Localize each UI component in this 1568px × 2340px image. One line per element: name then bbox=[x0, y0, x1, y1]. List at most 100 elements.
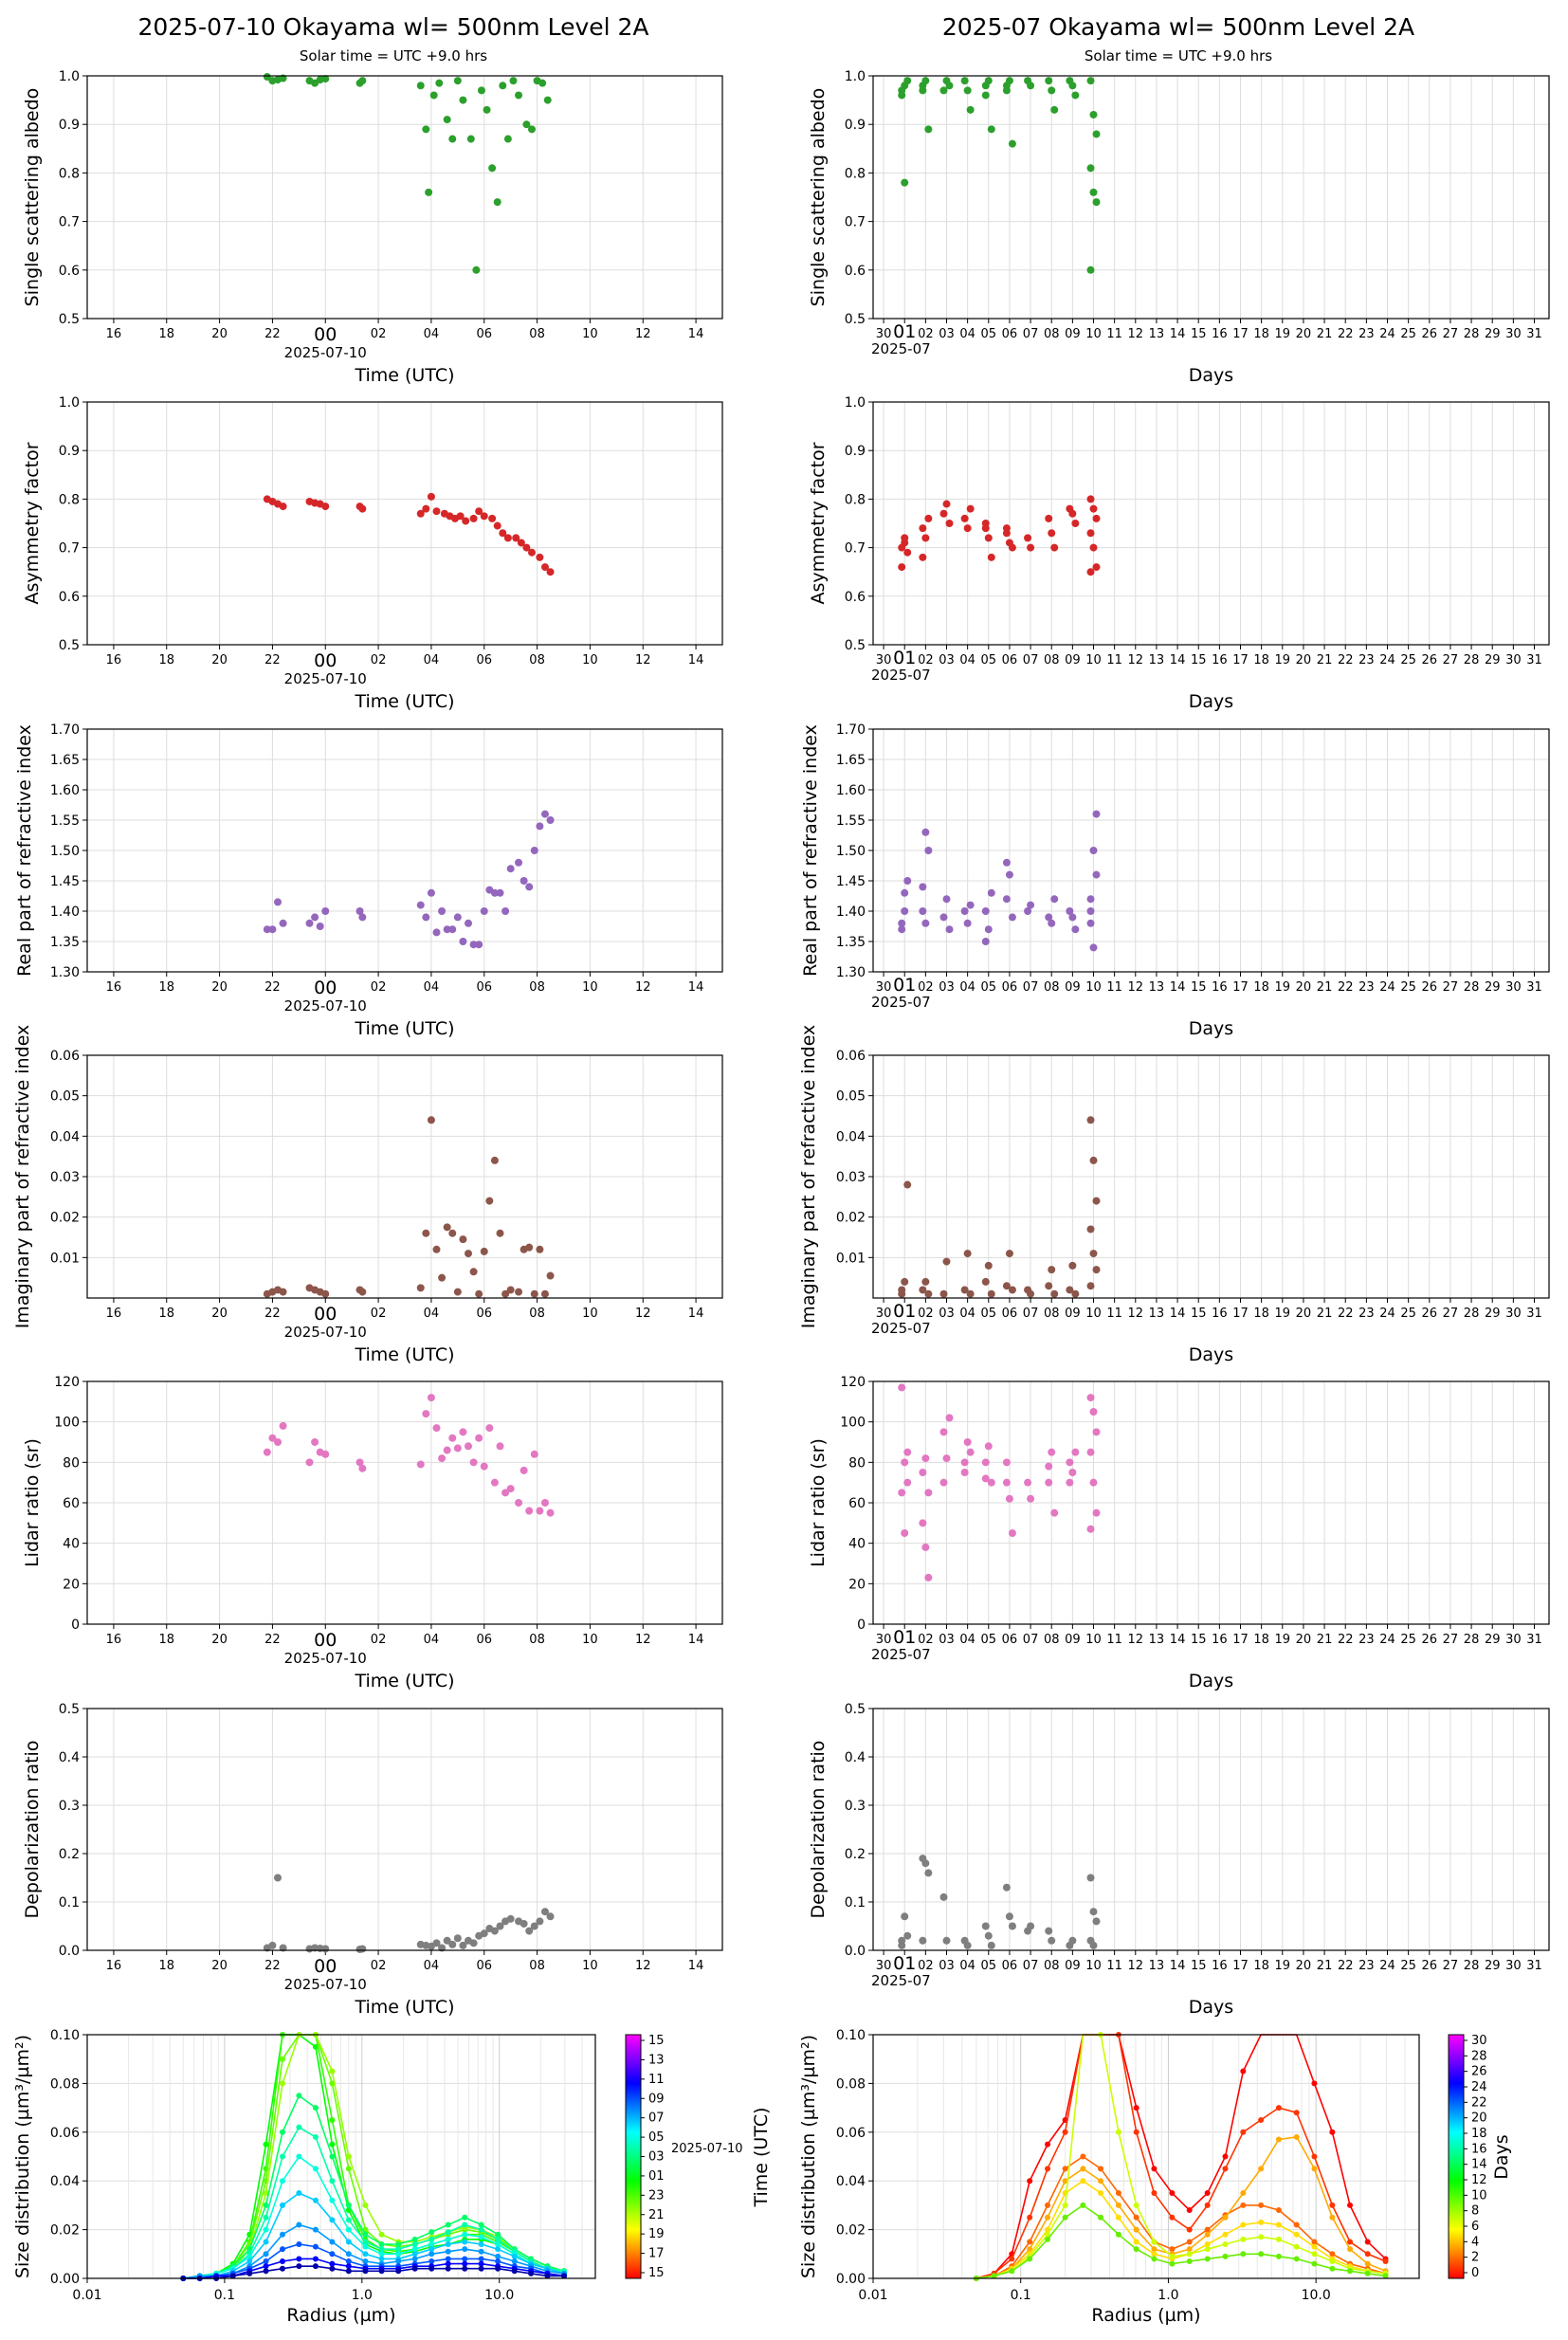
right-size-series-point bbox=[1258, 2116, 1265, 2123]
imag-point bbox=[443, 1223, 451, 1232]
lidar-monthly-point bbox=[1027, 1494, 1035, 1503]
left-size-series-point bbox=[329, 2068, 336, 2075]
right-asym-xlabel: Days bbox=[1189, 691, 1233, 712]
left-depol-xtick-label: 18 bbox=[158, 1959, 174, 1973]
left-size-series-point bbox=[378, 2268, 385, 2275]
depol-point bbox=[432, 1939, 441, 1947]
ssa-monthly-point bbox=[966, 105, 975, 114]
right-lidar-ytick-label: 20 bbox=[848, 1577, 866, 1592]
left-size-series-point bbox=[445, 2229, 451, 2236]
real-monthly-point bbox=[981, 907, 990, 915]
right-depol-xtick-label: 11 bbox=[1106, 1959, 1122, 1973]
left-asym-xtick-label: 20 bbox=[211, 653, 228, 667]
left-size-series-point bbox=[329, 2178, 336, 2185]
ssa-monthly-point bbox=[960, 77, 969, 85]
left-lidar-xtick-label: 00 bbox=[314, 1630, 337, 1651]
left-asym-date-label: 2025-07-10 bbox=[284, 670, 367, 687]
left-depol-ytick-label: 0.3 bbox=[59, 1799, 80, 1814]
right-size-series-point bbox=[1009, 2256, 1015, 2262]
asym-monthly-point bbox=[960, 514, 969, 522]
depol-point bbox=[506, 1914, 515, 1923]
left-real-xtick-label: 00 bbox=[314, 978, 337, 998]
left-size-series-point bbox=[428, 2258, 435, 2265]
asym-monthly-point bbox=[898, 563, 906, 572]
lidar-monthly-point bbox=[1086, 1394, 1095, 1402]
lidar-monthly-point bbox=[903, 1478, 912, 1487]
right-asym-ytick-label: 0.8 bbox=[845, 492, 866, 507]
left-size-series-point bbox=[263, 2268, 269, 2275]
right-size-series-point bbox=[1240, 2129, 1247, 2135]
left-colorbar-tick-label: 15 bbox=[648, 2034, 665, 2048]
left-depol-xtick-label: 20 bbox=[211, 1959, 228, 1973]
asym-monthly-point bbox=[1024, 534, 1032, 542]
right-ssa-xtick-label: 19 bbox=[1275, 327, 1291, 341]
right-asym-ytick-label: 0.5 bbox=[845, 638, 866, 653]
lidar-monthly-point bbox=[981, 1458, 990, 1467]
right-asym-xtick-label: 30 bbox=[876, 653, 892, 667]
right-real-xtick-label: 03 bbox=[939, 980, 955, 995]
right-colorbar-tick-label: 8 bbox=[1471, 2204, 1479, 2219]
left-asym-ylabel: Asymmetry factor bbox=[22, 442, 43, 604]
lidar-monthly-point bbox=[1045, 1478, 1053, 1487]
ssa-point bbox=[425, 188, 433, 196]
right-colorbar-tick-label: 24 bbox=[1471, 2080, 1487, 2094]
real-monthly-point bbox=[1071, 925, 1080, 934]
right-colorbar-tick-label: 14 bbox=[1471, 2158, 1487, 2172]
left-size-series-line bbox=[183, 2094, 565, 2279]
imag-monthly-point bbox=[1092, 1197, 1101, 1205]
left-title: 2025-07-10 Okayama wl= 500nm Level 2A bbox=[137, 13, 648, 41]
real-monthly-point bbox=[921, 828, 930, 836]
ssa-point bbox=[528, 125, 536, 134]
right-lidar-xtick-label: 04 bbox=[959, 1633, 975, 1647]
real-point bbox=[496, 888, 504, 897]
depol-monthly-point bbox=[1027, 1922, 1035, 1930]
real-monthly-point bbox=[987, 888, 995, 897]
real-monthly-point bbox=[1086, 907, 1095, 915]
depol-point bbox=[274, 1874, 282, 1882]
right-lidar-xtick-label: 02 bbox=[918, 1633, 934, 1647]
imag-monthly-point bbox=[1066, 1286, 1074, 1294]
asym-monthly-point bbox=[1002, 529, 1011, 538]
left-size-series-point bbox=[462, 2246, 468, 2253]
right-asym-xtick-label: 25 bbox=[1400, 653, 1416, 667]
left-size-series-point bbox=[411, 2251, 418, 2258]
left-size-series-point bbox=[495, 2231, 501, 2238]
left-real-xtick-label: 12 bbox=[635, 980, 651, 995]
real-point bbox=[480, 907, 488, 915]
left-asym-xtick-label: 08 bbox=[529, 653, 545, 667]
left-size-series-point bbox=[428, 2241, 435, 2248]
depol-monthly-point bbox=[963, 1941, 972, 1949]
right-ssa-ytick-label: 0.7 bbox=[845, 215, 866, 230]
left-ssa-xtick-label: 12 bbox=[635, 327, 651, 341]
left-lidar-ytick-label: 20 bbox=[63, 1577, 80, 1592]
right-depol-xtick-label: 13 bbox=[1149, 1959, 1165, 1973]
ssa-point bbox=[543, 96, 552, 104]
left-size-series-point bbox=[345, 2258, 352, 2265]
right-depol-xtick-label: 12 bbox=[1128, 1959, 1144, 1973]
lidar-monthly-point bbox=[1045, 1462, 1053, 1471]
depol-point bbox=[480, 1929, 488, 1938]
asym-monthly-point bbox=[939, 509, 948, 518]
right-asym-xtick-label: 28 bbox=[1464, 653, 1480, 667]
right-lidar-xtick-label: 06 bbox=[1002, 1633, 1018, 1647]
asym-monthly-point bbox=[1008, 543, 1016, 552]
asym-point bbox=[528, 548, 536, 557]
right-size-series-point bbox=[1115, 2202, 1121, 2208]
ssa-monthly-point bbox=[1092, 130, 1101, 138]
right-size-series-point bbox=[1293, 2243, 1300, 2250]
ssa-point bbox=[466, 135, 475, 143]
left-size-series-point bbox=[495, 2265, 501, 2272]
left-size-series-point bbox=[362, 2202, 369, 2208]
left-depol-ylabel: Depolarization ratio bbox=[22, 1741, 43, 1919]
right-size-series-point bbox=[1293, 2256, 1300, 2262]
left-imag-xtick-label: 04 bbox=[424, 1307, 440, 1321]
right-colorbar-tick-label: 30 bbox=[1471, 2034, 1487, 2048]
right-size-series-point bbox=[1347, 2268, 1354, 2275]
left-real-ytick-label: 1.70 bbox=[50, 722, 80, 738]
right-size-series-point bbox=[1027, 2256, 1033, 2262]
right-asym-ytick-label: 0.6 bbox=[845, 590, 866, 605]
right-size-series-point bbox=[1240, 2068, 1247, 2075]
left-size-series-point bbox=[411, 2256, 418, 2262]
right-real-ytick-label: 1.35 bbox=[836, 935, 866, 950]
right-real-xtick-label: 24 bbox=[1379, 980, 1395, 995]
